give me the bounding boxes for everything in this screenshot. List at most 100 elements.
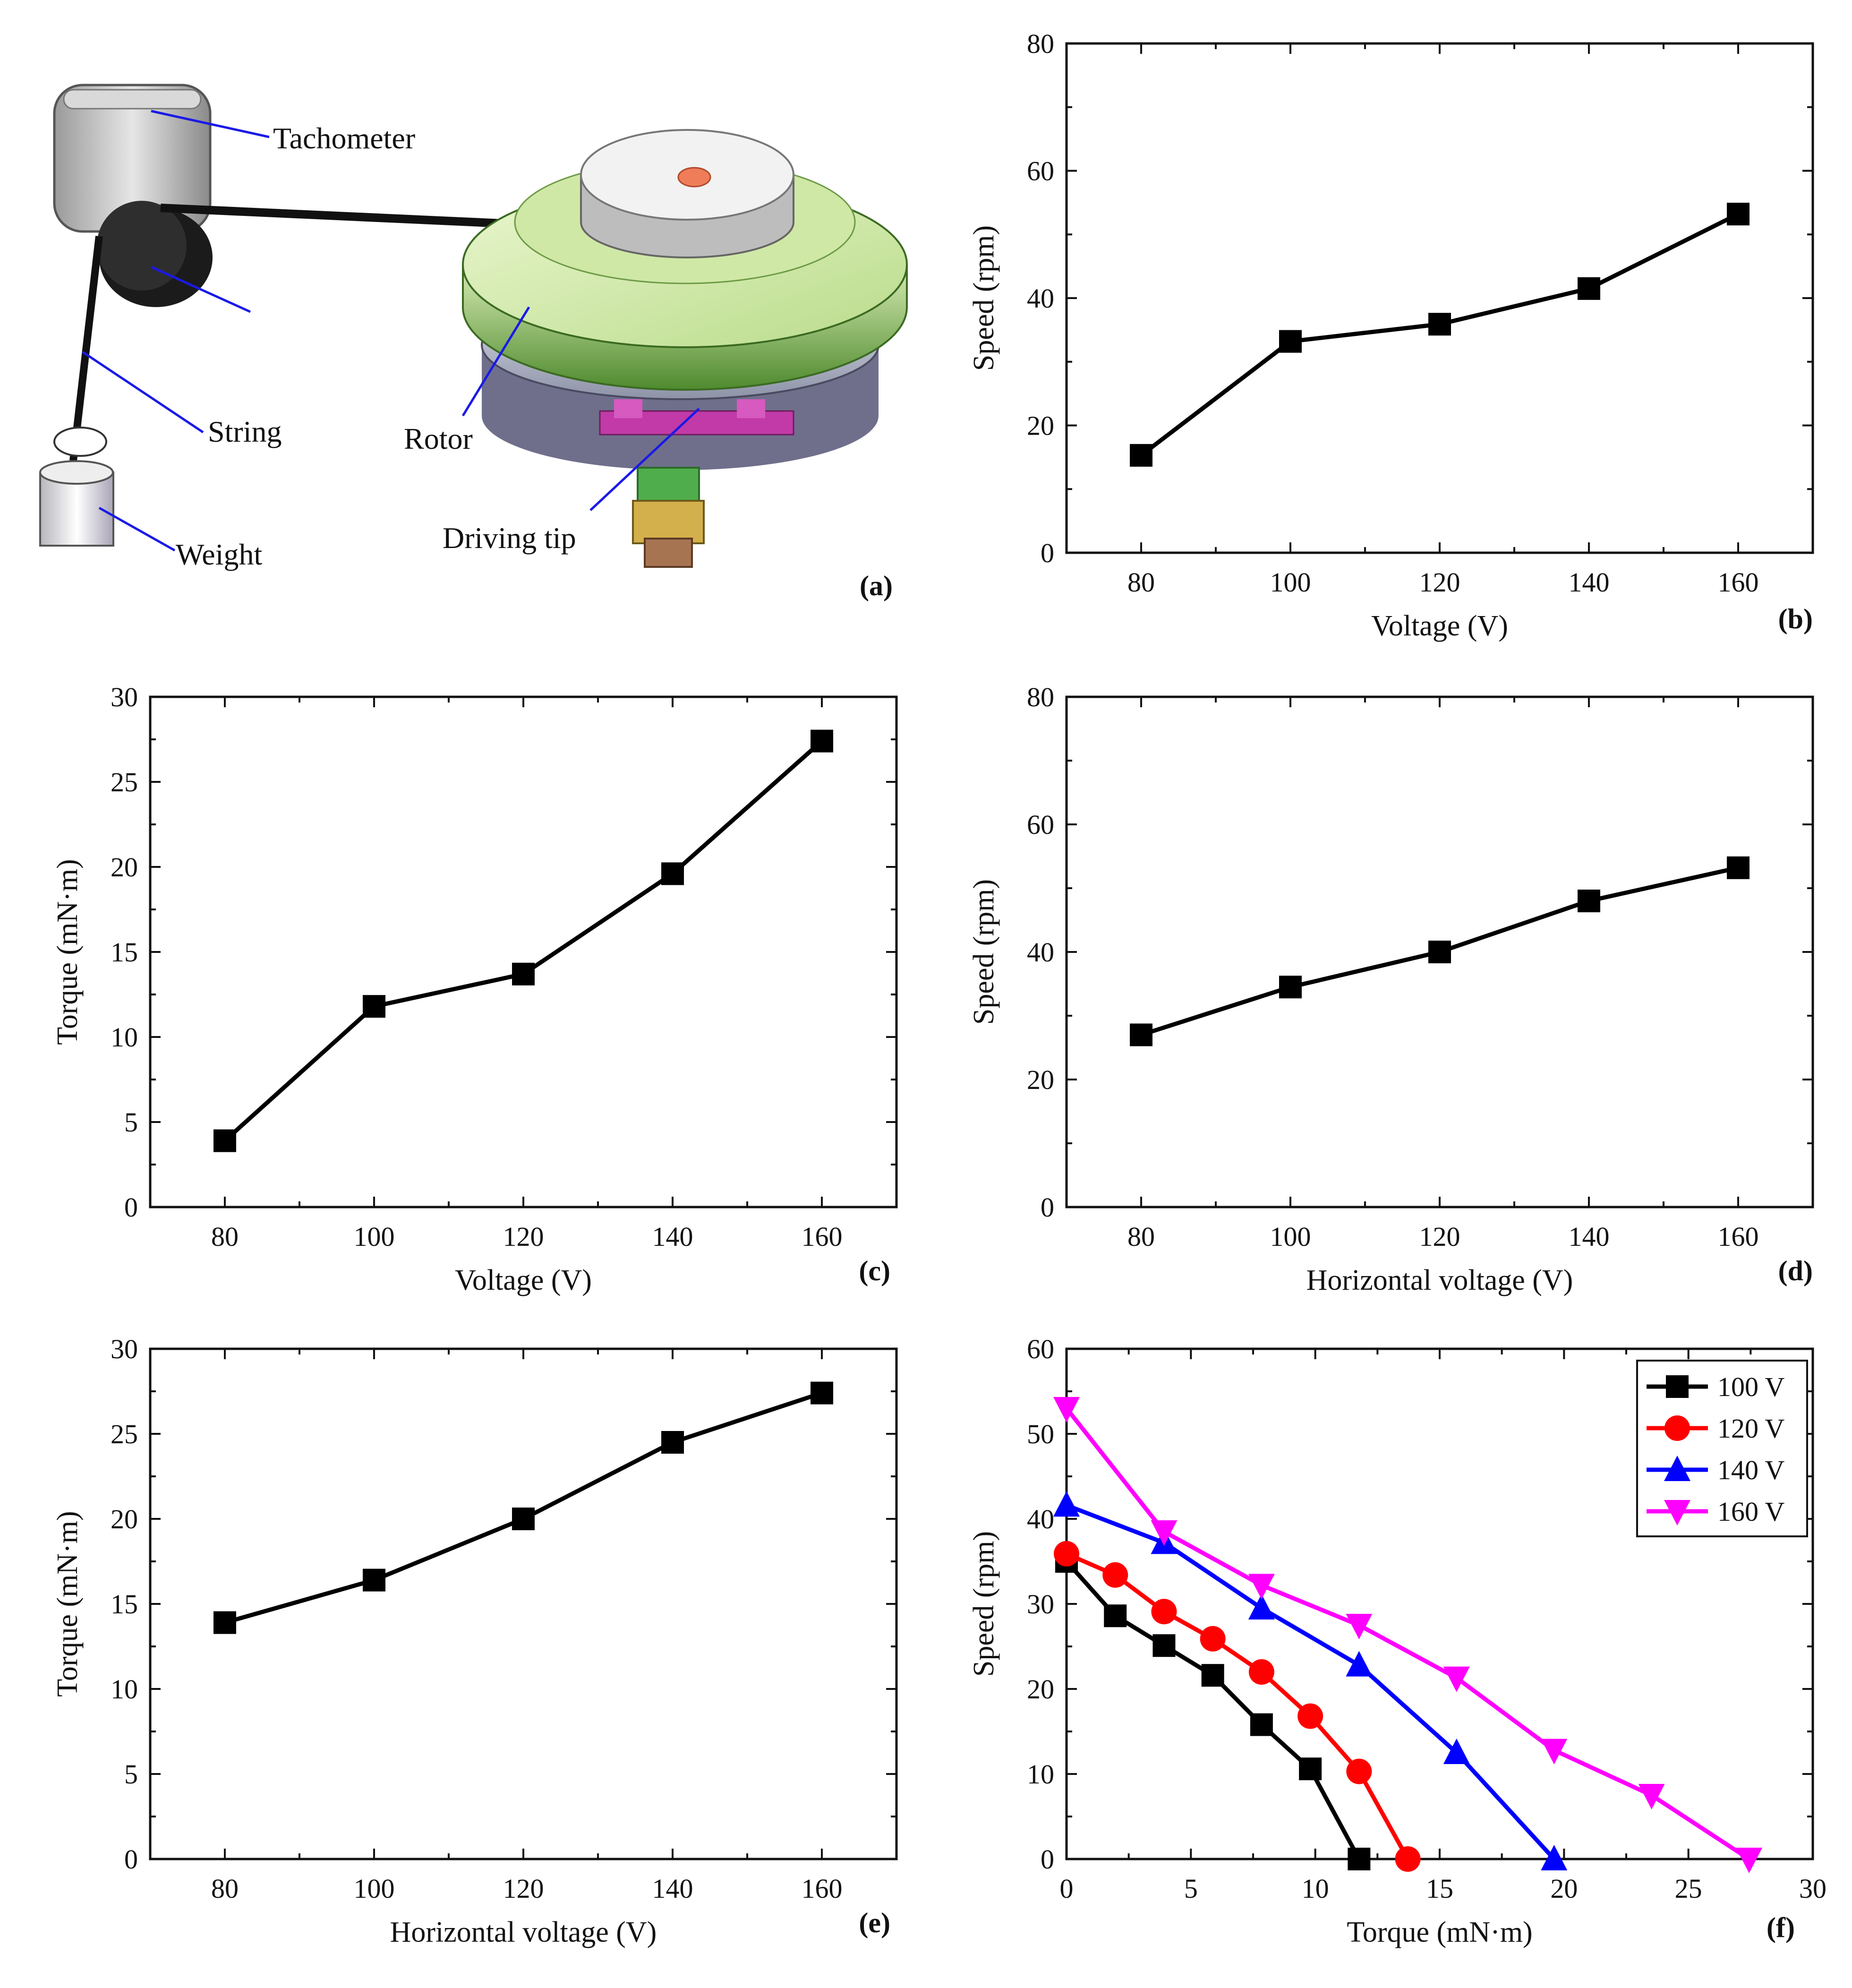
legend-label-f-2: 140 V — [1717, 1455, 1784, 1485]
x-tick-label-f: 0 — [1060, 1873, 1074, 1904]
x-tick-label-b: 100 — [1270, 567, 1311, 598]
y-tick-label-d: 0 — [1041, 1192, 1054, 1223]
data-point-f-3 — [1443, 1666, 1470, 1692]
series-line-c-0 — [223, 739, 823, 1142]
label-weight: Weight — [176, 538, 262, 571]
chart-f: 0 5 10 15 20 25 30 0 10 20 30 40 50 60 Torque (mN·m) Sp… — [968, 1334, 1826, 1948]
data-point-f-0 — [1299, 1757, 1322, 1781]
data-point-f-2 — [1443, 1739, 1470, 1764]
data-point-f-1 — [1395, 1846, 1421, 1872]
y-tick-label-b: 20 — [1027, 411, 1054, 441]
y-tick-label-e: 20 — [111, 1504, 138, 1534]
data-point-f-3 — [1248, 1574, 1275, 1600]
x-tick-label-e: 100 — [354, 1873, 395, 1904]
x-axis-label-b: Voltage (V) — [1371, 610, 1508, 642]
y-tick-label-f: 0 — [1041, 1844, 1054, 1875]
data-point-f-1 — [1200, 1626, 1226, 1652]
y-axis-label-e: Torque (mN·m) — [51, 1511, 84, 1697]
x-tick-label-d: 100 — [1270, 1221, 1311, 1252]
data-point-f-1 — [1248, 1659, 1274, 1685]
label-string: String — [208, 415, 282, 448]
data-point-f-3 — [1736, 1848, 1763, 1873]
data-point-f-0 — [1152, 1634, 1176, 1657]
label-driving-tip: Driving tip — [443, 521, 576, 555]
data-point-f-1 — [1346, 1758, 1372, 1784]
y-tick-label-b: 40 — [1027, 283, 1054, 314]
legend-box-f — [1636, 1360, 1808, 1537]
chart-e: 80 100 120 140 160 0 5 10 15 20 25 30 Horizontal vol… — [51, 1334, 898, 1948]
y-axis-label-c: Torque (mN·m) — [51, 859, 84, 1045]
x-tick-label-f: 5 — [1184, 1873, 1198, 1904]
data-point-f-1 — [1151, 1599, 1177, 1625]
data-point-f-1 — [1297, 1703, 1323, 1729]
data-point-f-2 — [1248, 1594, 1275, 1620]
series-line-f-3 — [1065, 1407, 1750, 1861]
panel-tag-b: (b) — [1778, 603, 1813, 634]
x-axis-label-e: Horizontal voltage (V) — [390, 1916, 657, 1948]
data-point-f-3 — [1638, 1784, 1665, 1809]
panel-tag-f: (f) — [1767, 1912, 1795, 1943]
data-point-c-0 — [661, 862, 684, 885]
label-rotor: Rotor — [404, 422, 473, 455]
x-axis-label-c: Voltage (V) — [455, 1264, 592, 1296]
y-tick-label-b: 0 — [1041, 538, 1054, 568]
x-tick-label-c: 80 — [211, 1221, 239, 1252]
y-axis-label-d: Speed (rpm) — [968, 879, 1000, 1025]
legend-marker-f-0 — [1666, 1375, 1689, 1398]
panel-tag-e: (e) — [859, 1907, 890, 1938]
series-line-f-2 — [1066, 1503, 1556, 1861]
data-point-f-0 — [1201, 1664, 1224, 1687]
y-tick-label-c: 5 — [124, 1107, 138, 1138]
x-tick-label-c: 160 — [802, 1221, 843, 1252]
y-tick-label-d: 40 — [1027, 937, 1054, 968]
weight-drawing — [39, 427, 114, 547]
y-tick-label-b: 60 — [1027, 156, 1054, 187]
x-tick-label-d: 160 — [1718, 1221, 1759, 1252]
data-point-e-0 — [213, 1611, 236, 1634]
data-point-f-0 — [1250, 1713, 1273, 1736]
chart-c: 80 100 120 140 160 0 5 10 15 20 25 30 Voltage (V) Tor… — [51, 682, 898, 1296]
panel-tag-a: (a) — [860, 570, 893, 601]
data-point-f-2 — [1346, 1651, 1373, 1677]
data-point-c-0 — [213, 1129, 236, 1152]
x-tick-label-d: 140 — [1569, 1221, 1610, 1252]
y-tick-label-c: 15 — [111, 937, 138, 968]
y-tick-label-f: 30 — [1027, 1589, 1054, 1620]
x-tick-label-b: 80 — [1127, 567, 1155, 598]
y-tick-label-f: 40 — [1027, 1504, 1054, 1534]
y-tick-label-c: 25 — [111, 767, 138, 797]
data-point-b-0 — [1130, 444, 1152, 467]
legend-label-f-3: 160 V — [1717, 1496, 1784, 1527]
x-tick-label-e: 140 — [652, 1873, 693, 1904]
data-point-f-0 — [1104, 1604, 1127, 1628]
x-tick-label-d: 80 — [1127, 1221, 1155, 1252]
legend-marker-f-2 — [1664, 1456, 1690, 1481]
data-point-f-1 — [1054, 1541, 1079, 1567]
legend-marker-f-3 — [1664, 1500, 1690, 1525]
plot-frame-b — [1065, 42, 1814, 554]
y-tick-label-c: 20 — [111, 852, 138, 883]
motor-drawing — [462, 129, 908, 568]
x-tick-label-b: 140 — [1569, 567, 1610, 598]
data-point-c-0 — [363, 995, 385, 1018]
y-tick-label-f: 10 — [1027, 1759, 1054, 1790]
y-tick-label-f: 20 — [1027, 1674, 1054, 1705]
label-tachometer: Tachometer — [273, 121, 415, 155]
x-tick-label-f: 30 — [1799, 1873, 1826, 1904]
panel-tag-d: (d) — [1778, 1255, 1813, 1286]
y-tick-label-b: 80 — [1027, 28, 1054, 59]
data-point-e-0 — [512, 1508, 535, 1530]
data-point-b-0 — [1279, 330, 1302, 353]
data-point-d-0 — [1279, 976, 1302, 999]
x-tick-label-e: 160 — [802, 1873, 843, 1904]
callout-lines — [82, 110, 700, 552]
x-tick-label-e: 80 — [211, 1873, 239, 1904]
chart-d: 80 100 120 140 160 0 20 40 60 80 Horizontal voltag… — [968, 682, 1814, 1296]
data-point-e-0 — [363, 1568, 385, 1592]
y-axis-label-f: Speed (rpm) — [968, 1531, 1000, 1677]
y-tick-label-c: 0 — [124, 1192, 138, 1223]
x-axis-label-f: Torque (mN·m) — [1347, 1916, 1532, 1948]
data-point-f-2 — [1541, 1845, 1568, 1870]
data-point-f-3 — [1346, 1614, 1373, 1639]
data-point-b-0 — [1578, 277, 1600, 300]
